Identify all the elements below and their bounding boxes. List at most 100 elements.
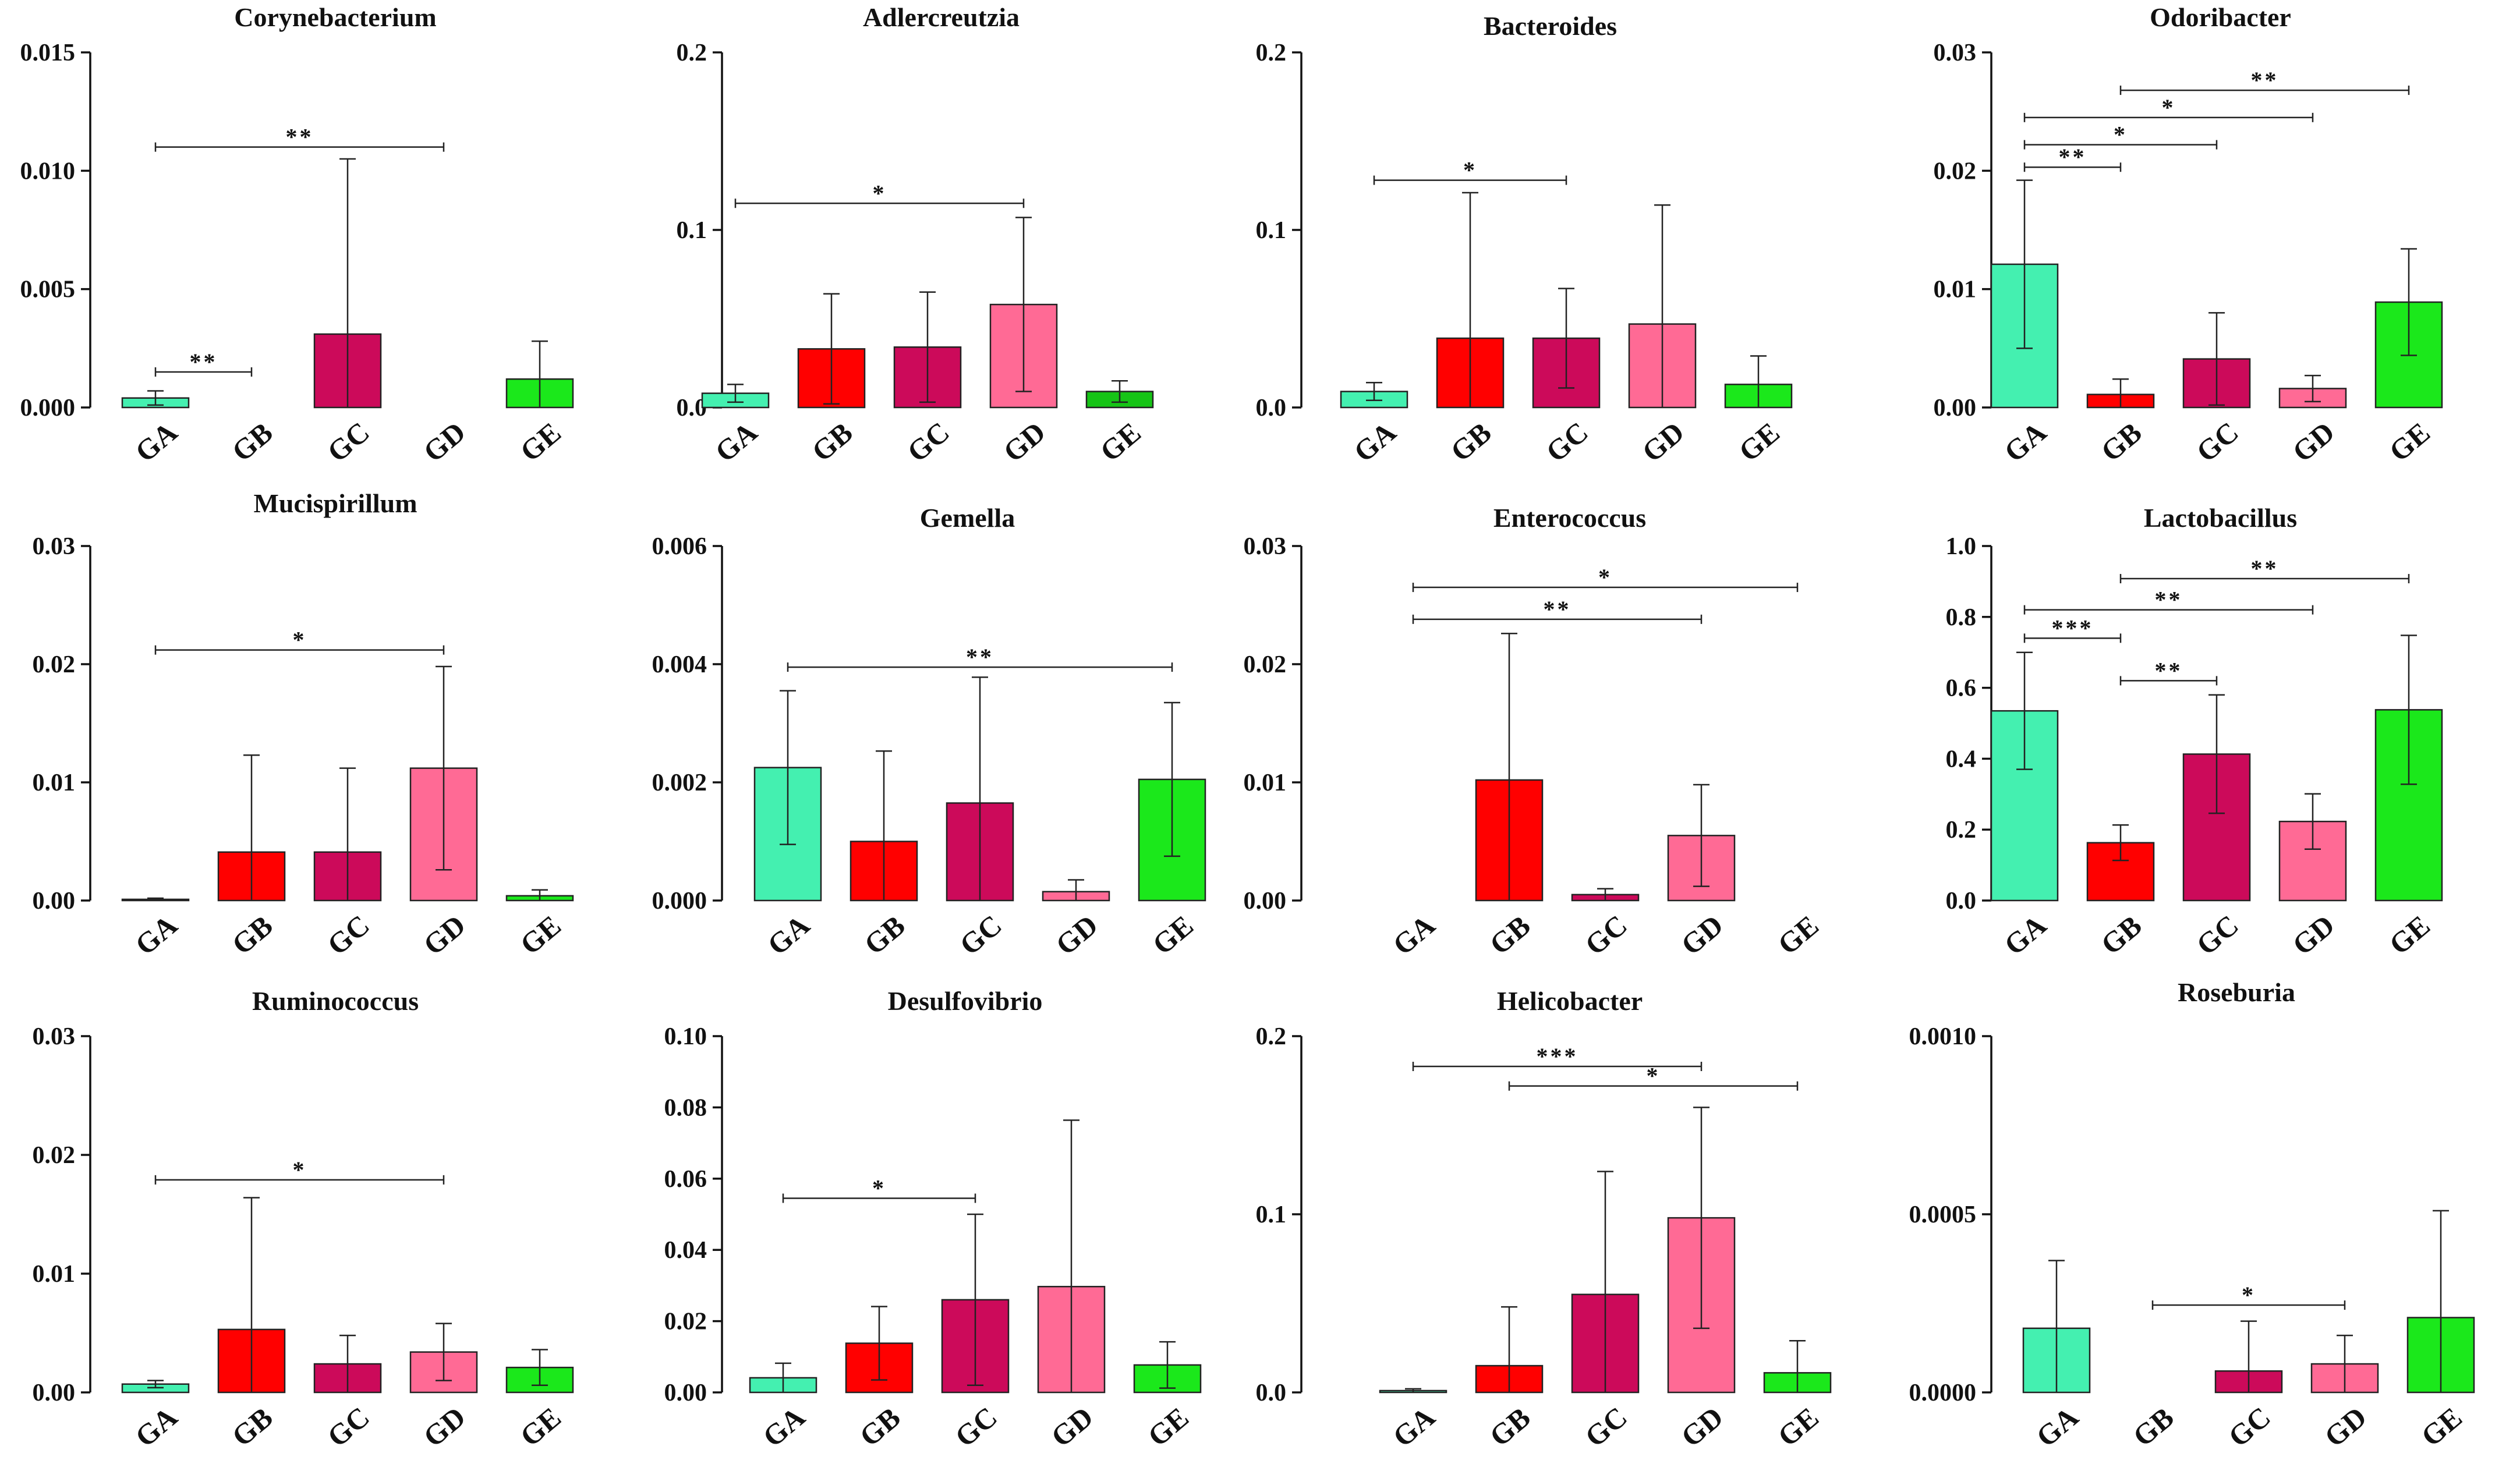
x-tick-label: GD (2286, 908, 2340, 961)
significance-label: ** (190, 349, 218, 375)
x-tick-label: GA (129, 1400, 183, 1453)
significance-label: ** (286, 124, 314, 150)
x-tick-label: GB (858, 909, 911, 960)
chart-title: Enterococcus (1493, 503, 1646, 533)
y-tick-label: 0.0 (1256, 1380, 1287, 1406)
chart-title: Corynebacterium (234, 2, 436, 32)
y-tick-label: 0.10 (664, 1023, 707, 1050)
x-tick-label: GE (514, 909, 567, 960)
significance-label: ** (1544, 596, 1572, 622)
chart-title: Helicobacter (1497, 986, 1643, 1016)
x-tick-label: GA (709, 415, 763, 468)
chart-title: Roseburia (2178, 977, 2295, 1007)
y-tick-label: 0.4 (1946, 746, 1977, 772)
y-tick-label: 0.8 (1946, 604, 1977, 631)
x-tick-label: GB (853, 1401, 906, 1452)
y-tick-label: 0.0010 (1909, 1023, 1977, 1050)
x-tick-label: GB (225, 1401, 278, 1452)
x-tick-label: GD (417, 908, 471, 961)
significance-label: ** (2155, 587, 2183, 613)
chart-panel: Roseburia 0.0000 0.0005 0.0010 GA GB GC GD GE * (1909, 977, 2475, 1454)
significance-label: * (1598, 564, 1612, 590)
x-tick-label: GE (514, 416, 567, 467)
x-tick-label: GC (321, 1400, 375, 1453)
y-tick-label: 0.00 (664, 1380, 707, 1406)
y-tick-label: 0.08 (664, 1094, 707, 1121)
y-tick-label: 0.010 (20, 158, 76, 185)
y-tick-label: 0.1 (1256, 217, 1287, 244)
significance-label: * (2114, 122, 2128, 148)
x-tick-label: GC (1578, 1400, 1633, 1453)
x-tick-label: GC (2222, 1400, 2276, 1453)
x-tick-label: GA (129, 415, 183, 468)
x-tick-label: GD (1675, 908, 1729, 961)
x-tick-label: GA (761, 908, 815, 961)
chart-panel: Gemella 0.000 0.002 0.004 0.006 GA GB GC GD GE ** (652, 503, 1206, 962)
significance-label: * (2242, 1282, 2256, 1308)
y-tick-label: 0.02 (1244, 651, 1287, 678)
significance-label: * (1463, 157, 1477, 183)
significance-label: * (293, 1157, 307, 1183)
y-tick-label: 0.0 (1256, 395, 1287, 421)
x-tick-label: GA (1386, 1400, 1440, 1453)
significance-label: * (872, 1175, 886, 1201)
x-tick-label: GC (1578, 908, 1633, 961)
y-tick-label: 0.04 (664, 1237, 707, 1264)
x-tick-label: GD (1045, 1400, 1099, 1453)
x-tick-label: GD (417, 415, 471, 468)
x-tick-label: GE (2383, 909, 2436, 960)
x-tick-label: GD (1675, 1400, 1729, 1453)
x-tick-label: GD (997, 415, 1051, 468)
y-tick-label: 0.03 (33, 533, 76, 560)
y-tick-label: 0.00 (33, 1380, 76, 1406)
y-tick-label: 0.2 (1946, 817, 1977, 843)
y-tick-label: 0.03 (1244, 533, 1287, 560)
x-tick-label: GE (1732, 416, 1785, 467)
x-tick-label: GA (756, 1400, 810, 1453)
chart-panel: Lactobacillus 0.0 0.2 0.4 0.6 0.8 1.0 GA GB GC GD G… (1946, 503, 2443, 962)
significance-label: * (293, 627, 307, 653)
y-tick-label: 0.1 (1256, 1201, 1287, 1228)
significance-label: *** (1537, 1043, 1578, 1069)
y-tick-label: 0.002 (652, 770, 707, 796)
y-tick-label: 0.0 (1946, 888, 1977, 914)
significance-label: ** (966, 644, 994, 670)
x-tick-label: GE (1771, 909, 1824, 960)
x-tick-label: GC (953, 908, 1007, 961)
chart-title: Odoribacter (2150, 2, 2291, 32)
x-tick-label: GD (2286, 415, 2340, 468)
x-tick-label: GB (1483, 909, 1536, 960)
y-tick-label: 0.02 (33, 651, 76, 678)
x-tick-label: GC (321, 415, 375, 468)
chart-title: Gemella (920, 503, 1015, 533)
x-tick-label: GA (2030, 1400, 2084, 1453)
x-tick-label: GC (1539, 415, 1594, 468)
x-tick-label: GB (225, 909, 278, 960)
x-tick-label: GA (1998, 415, 2052, 468)
y-tick-label: 0.01 (1934, 277, 1977, 303)
y-tick-label: 0.2 (677, 40, 707, 66)
x-tick-label: GE (514, 1401, 567, 1452)
chart-panel: Corynebacterium 0.000 0.005 0.010 0.015 GA GB G… (20, 2, 574, 469)
y-tick-label: 0.03 (1934, 40, 1977, 66)
x-tick-label: GA (1347, 415, 1401, 468)
chart-title: Mucispirillum (253, 488, 417, 518)
y-tick-label: 0.2 (1256, 40, 1287, 66)
y-tick-label: 0.004 (652, 651, 707, 678)
y-tick-label: 0.000 (652, 888, 707, 914)
y-tick-label: 0.01 (1244, 770, 1287, 796)
x-tick-label: GC (2190, 415, 2244, 468)
chart-title: Bacteroides (1484, 11, 1617, 41)
x-tick-label: GC (321, 908, 375, 961)
y-tick-label: 0.0000 (1909, 1380, 1977, 1406)
y-tick-label: 0.006 (652, 533, 707, 560)
y-tick-label: 0.005 (20, 277, 76, 303)
y-tick-label: 0.0005 (1909, 1201, 1977, 1228)
chart-panel: Ruminococcus 0.00 0.01 0.02 0.03 GA GB GC GD GE * (33, 986, 574, 1454)
chart-title: Lactobacillus (2144, 503, 2297, 533)
x-tick-label: GB (1483, 1401, 1536, 1452)
